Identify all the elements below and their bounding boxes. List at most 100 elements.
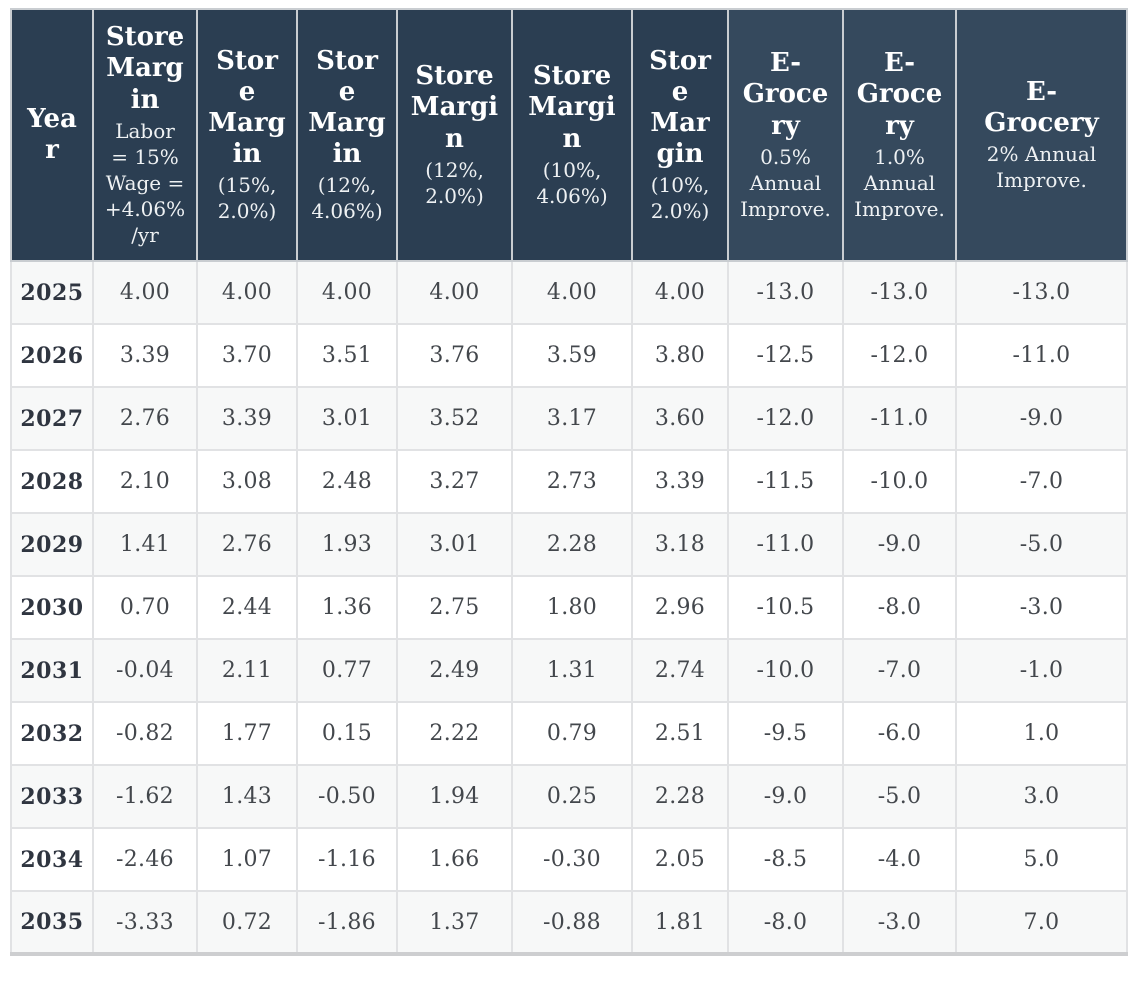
value-cell: 2.76 — [92, 386, 198, 451]
value-cell: 2.10 — [92, 449, 198, 514]
table-row-2029: 2029 1.41 2.76 1.93 3.01 2.28 3.18 -11.0… — [10, 512, 1128, 577]
value-cell: 2.49 — [396, 638, 513, 703]
value-cell: 1.81 — [631, 890, 729, 955]
col-header-title: Store Margin — [208, 45, 286, 170]
col-header-title: E-Grocery — [984, 76, 1099, 138]
value-cell: -9.0 — [842, 512, 957, 577]
table-row-2031: 2031 -0.04 2.11 0.77 2.49 1.31 2.74 -10.… — [10, 638, 1128, 703]
value-cell: 2.76 — [196, 512, 298, 577]
value-cell: -3.0 — [955, 575, 1128, 640]
value-cell: 4.00 — [296, 260, 398, 325]
value-cell: 3.39 — [196, 386, 298, 451]
value-cell: 0.15 — [296, 701, 398, 766]
value-cell: -6.0 — [842, 701, 957, 766]
value-cell: -11.5 — [727, 449, 844, 514]
col-header-store-margin-6: Store Margin (10%, 2.0%) — [631, 8, 729, 262]
value-cell: 1.07 — [196, 827, 298, 892]
table-row-2034: 2034 -2.46 1.07 -1.16 1.66 -0.30 2.05 -8… — [10, 827, 1128, 892]
value-cell: -11.0 — [955, 323, 1128, 388]
table-header: Year Store Margin Labor = 15% Wage = +4.… — [10, 8, 1128, 262]
value-cell: -3.0 — [842, 890, 957, 955]
col-header-store-margin-3: Store Margin (12%, 4.06%) — [296, 8, 398, 262]
table-body: 2025 4.00 4.00 4.00 4.00 4.00 4.00 -13.0… — [10, 260, 1128, 955]
col-header-subtitle: Labor = 15% Wage = +4.06%/yr — [104, 118, 186, 247]
year-cell: 2029 — [10, 512, 94, 577]
value-cell: 3.59 — [511, 323, 633, 388]
value-cell: -13.0 — [727, 260, 844, 325]
col-header-egrocery-3: E-Grocery 2% Annual Improve. — [955, 8, 1128, 262]
value-cell: -5.0 — [842, 764, 957, 829]
value-cell: 1.93 — [296, 512, 398, 577]
value-cell: -9.0 — [727, 764, 844, 829]
col-header-store-margin-4: Store Margin (12%, 2.0%) — [396, 8, 513, 262]
value-cell: -12.5 — [727, 323, 844, 388]
value-cell: -4.0 — [842, 827, 957, 892]
value-cell: 2.28 — [511, 512, 633, 577]
year-cell: 2028 — [10, 449, 94, 514]
value-cell: 3.08 — [196, 449, 298, 514]
col-header-store-margin-2: Store Margin (15%, 2.0%) — [196, 8, 298, 262]
value-cell: 4.00 — [196, 260, 298, 325]
value-cell: 3.39 — [631, 449, 729, 514]
value-cell: 3.52 — [396, 386, 513, 451]
value-cell: -13.0 — [955, 260, 1128, 325]
value-cell: -10.5 — [727, 575, 844, 640]
year-cell: 2027 — [10, 386, 94, 451]
value-cell: 1.36 — [296, 575, 398, 640]
col-header-year: Year — [10, 8, 94, 262]
col-header-title: Store Margin — [649, 45, 711, 170]
value-cell: -9.5 — [727, 701, 844, 766]
year-cell: 2026 — [10, 323, 94, 388]
table-row-2027: 2027 2.76 3.39 3.01 3.52 3.17 3.60 -12.0… — [10, 386, 1128, 451]
value-cell: -1.86 — [296, 890, 398, 955]
col-header-subtitle: (10%, 4.06%) — [536, 157, 608, 208]
value-cell: -12.0 — [727, 386, 844, 451]
value-cell: 1.31 — [511, 638, 633, 703]
value-cell: -0.04 — [92, 638, 198, 703]
value-cell: 3.51 — [296, 323, 398, 388]
value-cell: -13.0 — [842, 260, 957, 325]
col-header-egrocery-1: E-Grocery 0.5% Annual Improve. — [727, 8, 844, 262]
value-cell: 3.01 — [396, 512, 513, 577]
value-cell: 2.48 — [296, 449, 398, 514]
value-cell: 4.00 — [92, 260, 198, 325]
value-cell: 1.43 — [196, 764, 298, 829]
value-cell: 2.96 — [631, 575, 729, 640]
table-row-2030: 2030 0.70 2.44 1.36 2.75 1.80 2.96 -10.5… — [10, 575, 1128, 640]
value-cell: 1.94 — [396, 764, 513, 829]
value-cell: -11.0 — [842, 386, 957, 451]
col-header-store-margin-5: Store Margin (10%, 4.06%) — [511, 8, 633, 262]
year-cell: 2030 — [10, 575, 94, 640]
value-cell: 5.0 — [955, 827, 1128, 892]
col-header-subtitle: 0.5% Annual Improve. — [740, 144, 831, 221]
value-cell: 3.18 — [631, 512, 729, 577]
value-cell: 3.0 — [955, 764, 1128, 829]
header-row: Year Store Margin Labor = 15% Wage = +4.… — [10, 8, 1128, 262]
value-cell: -1.16 — [296, 827, 398, 892]
value-cell: 3.27 — [396, 449, 513, 514]
value-cell: -7.0 — [842, 638, 957, 703]
value-cell: 3.70 — [196, 323, 298, 388]
value-cell: 2.22 — [396, 701, 513, 766]
value-cell: 2.28 — [631, 764, 729, 829]
col-header-title: E-Grocery — [856, 48, 943, 141]
value-cell: 3.80 — [631, 323, 729, 388]
value-cell: 2.44 — [196, 575, 298, 640]
value-cell: 4.00 — [511, 260, 633, 325]
value-cell: 0.77 — [296, 638, 398, 703]
col-header-store-margin-1: Store Margin Labor = 15% Wage = +4.06%/y… — [92, 8, 198, 262]
value-cell: -8.0 — [727, 890, 844, 955]
value-cell: 3.39 — [92, 323, 198, 388]
col-header-title: Year — [27, 103, 77, 165]
value-cell: 0.70 — [92, 575, 198, 640]
col-header-title: Store Margin — [528, 61, 616, 154]
col-header-title: Store Margin — [308, 45, 386, 170]
col-header-title: Store Margin — [105, 22, 185, 115]
table-row-2033: 2033 -1.62 1.43 -0.50 1.94 0.25 2.28 -9.… — [10, 764, 1128, 829]
value-cell: -8.0 — [842, 575, 957, 640]
table-row-2032: 2032 -0.82 1.77 0.15 2.22 0.79 2.51 -9.5… — [10, 701, 1128, 766]
year-cell: 2033 — [10, 764, 94, 829]
value-cell: -10.0 — [842, 449, 957, 514]
value-cell: 0.25 — [511, 764, 633, 829]
